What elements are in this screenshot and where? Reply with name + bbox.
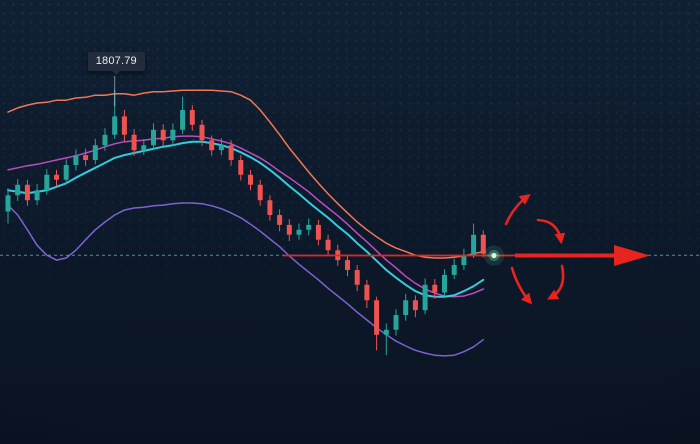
candle (383, 323, 389, 356)
candle (461, 248, 467, 270)
candle (15, 179, 21, 201)
candle (315, 219, 321, 246)
candle (422, 278, 428, 315)
indicator-bollinger-upper (7, 89, 485, 259)
candle (160, 124, 166, 146)
candle (92, 138, 98, 165)
candle (54, 169, 59, 187)
candle (257, 179, 263, 206)
candle (451, 258, 457, 280)
candle (63, 159, 69, 184)
candle (345, 254, 350, 277)
drawn-arrow-arc-left[interactable] (547, 264, 565, 300)
candle (34, 184, 40, 206)
candle (73, 149, 79, 171)
drawn-arrow-up-right[interactable] (504, 194, 531, 226)
candle (393, 309, 399, 336)
price-glow-dot (484, 245, 504, 266)
candle (286, 219, 292, 242)
candle (141, 138, 147, 156)
candles-layer (5, 89, 486, 356)
candle (306, 218, 312, 236)
indicator-bollinger-lower (7, 202, 485, 357)
candle (121, 110, 127, 141)
indicator-ma-magenta (7, 135, 485, 298)
price-marker-label: 1807.79 (87, 52, 145, 75)
candle (180, 96, 186, 134)
candle (5, 188, 11, 224)
indicator-lines (7, 89, 485, 357)
candle (189, 105, 195, 131)
candle (442, 269, 447, 297)
candle (267, 195, 273, 221)
candle (296, 223, 302, 240)
candle (83, 148, 89, 166)
candle (170, 123, 176, 146)
indicator-ma-cyan (7, 140, 485, 298)
candle (151, 123, 156, 151)
candle (364, 279, 370, 308)
candle (412, 295, 418, 318)
candle (24, 179, 30, 206)
candle (238, 155, 244, 181)
candle (325, 234, 331, 256)
drawn-arrow-arc-down[interactable] (536, 218, 566, 245)
candle (403, 293, 409, 321)
drawn-arrow-down-right[interactable] (510, 266, 533, 305)
trend-arrow-head[interactable] (614, 245, 650, 266)
candle (354, 265, 360, 292)
price-marker-value: 1807.79 (95, 55, 137, 67)
candle (277, 209, 283, 232)
candle (471, 223, 477, 258)
candle (248, 169, 253, 191)
candle (374, 296, 380, 351)
